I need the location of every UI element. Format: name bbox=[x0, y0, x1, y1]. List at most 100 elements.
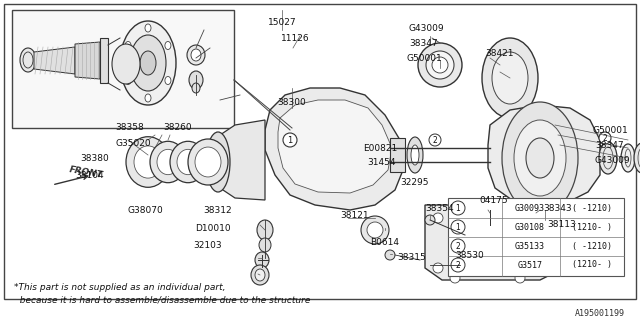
Ellipse shape bbox=[255, 252, 269, 268]
Text: 38354: 38354 bbox=[426, 204, 454, 212]
Text: 38104: 38104 bbox=[76, 171, 104, 180]
Text: 38315: 38315 bbox=[397, 253, 426, 262]
Text: 38421: 38421 bbox=[486, 49, 515, 58]
Text: 11126: 11126 bbox=[281, 34, 309, 43]
Text: G50001: G50001 bbox=[592, 125, 628, 134]
Ellipse shape bbox=[451, 239, 465, 253]
Polygon shape bbox=[265, 88, 405, 210]
Text: *This part is not supplied as an individual part,: *This part is not supplied as an individ… bbox=[14, 283, 225, 292]
Ellipse shape bbox=[20, 48, 36, 72]
Text: 04175: 04175 bbox=[480, 196, 508, 204]
Ellipse shape bbox=[191, 49, 201, 61]
Ellipse shape bbox=[492, 52, 528, 104]
Ellipse shape bbox=[257, 220, 273, 240]
Ellipse shape bbox=[515, 273, 525, 283]
Text: 38121: 38121 bbox=[340, 211, 369, 220]
Ellipse shape bbox=[540, 210, 550, 220]
Text: 38347: 38347 bbox=[410, 38, 438, 47]
Ellipse shape bbox=[385, 250, 395, 260]
Ellipse shape bbox=[482, 38, 538, 118]
Ellipse shape bbox=[367, 222, 383, 238]
Ellipse shape bbox=[451, 258, 465, 272]
Ellipse shape bbox=[502, 102, 578, 214]
Ellipse shape bbox=[125, 42, 131, 50]
Text: 1: 1 bbox=[456, 204, 460, 212]
Ellipse shape bbox=[407, 137, 423, 173]
Ellipse shape bbox=[206, 132, 230, 192]
Polygon shape bbox=[425, 205, 565, 280]
Ellipse shape bbox=[251, 265, 269, 285]
Ellipse shape bbox=[418, 43, 462, 87]
Text: 2: 2 bbox=[456, 242, 460, 251]
Text: 38380: 38380 bbox=[81, 154, 109, 163]
Text: 32295: 32295 bbox=[401, 178, 429, 187]
Ellipse shape bbox=[130, 35, 166, 91]
Ellipse shape bbox=[112, 44, 140, 84]
Ellipse shape bbox=[165, 42, 171, 50]
Text: 38343: 38343 bbox=[544, 204, 572, 212]
Ellipse shape bbox=[514, 120, 566, 196]
Ellipse shape bbox=[187, 45, 205, 65]
Text: because it is hard to assemble/disassemble due to the structure: because it is hard to assemble/disassemb… bbox=[14, 295, 310, 305]
Text: 2: 2 bbox=[456, 260, 460, 269]
Text: 31454: 31454 bbox=[368, 157, 396, 166]
Ellipse shape bbox=[150, 141, 186, 183]
Polygon shape bbox=[278, 100, 392, 193]
Text: 38113: 38113 bbox=[548, 220, 577, 228]
Text: 38300: 38300 bbox=[278, 98, 307, 107]
Text: 15027: 15027 bbox=[268, 18, 296, 27]
Ellipse shape bbox=[157, 149, 179, 175]
Text: A195001199: A195001199 bbox=[575, 308, 625, 317]
Ellipse shape bbox=[145, 94, 151, 102]
Text: (1210- ): (1210- ) bbox=[572, 260, 612, 269]
Ellipse shape bbox=[134, 146, 162, 178]
Polygon shape bbox=[34, 47, 75, 74]
Text: B0614: B0614 bbox=[371, 237, 399, 246]
Ellipse shape bbox=[189, 71, 203, 89]
Text: 38260: 38260 bbox=[164, 123, 192, 132]
Text: G50001: G50001 bbox=[406, 53, 442, 62]
Ellipse shape bbox=[545, 245, 555, 255]
Polygon shape bbox=[488, 105, 600, 205]
Ellipse shape bbox=[621, 144, 635, 172]
Ellipse shape bbox=[634, 143, 640, 173]
Text: 32103: 32103 bbox=[194, 241, 222, 250]
Text: G43009: G43009 bbox=[594, 156, 630, 164]
Bar bbox=[448, 198, 624, 276]
Ellipse shape bbox=[145, 24, 151, 32]
Text: ( -1210): ( -1210) bbox=[572, 242, 612, 251]
Text: 38358: 38358 bbox=[116, 123, 145, 132]
Text: G30108: G30108 bbox=[515, 222, 545, 231]
Polygon shape bbox=[75, 42, 100, 79]
Ellipse shape bbox=[165, 76, 171, 84]
Ellipse shape bbox=[140, 51, 156, 75]
Ellipse shape bbox=[450, 273, 460, 283]
Polygon shape bbox=[390, 138, 405, 172]
Ellipse shape bbox=[433, 263, 443, 273]
Ellipse shape bbox=[426, 51, 454, 79]
Ellipse shape bbox=[483, 207, 497, 223]
Ellipse shape bbox=[126, 137, 170, 187]
Text: 1: 1 bbox=[287, 135, 292, 145]
Text: 38530: 38530 bbox=[456, 251, 484, 260]
Polygon shape bbox=[100, 38, 108, 83]
Text: D10010: D10010 bbox=[195, 223, 231, 233]
Text: G43009: G43009 bbox=[408, 23, 444, 33]
Text: 2: 2 bbox=[433, 135, 437, 145]
Ellipse shape bbox=[188, 139, 228, 185]
Ellipse shape bbox=[195, 147, 221, 177]
Text: 2: 2 bbox=[603, 133, 607, 142]
Ellipse shape bbox=[433, 213, 443, 223]
Text: E00821: E00821 bbox=[363, 143, 397, 153]
Text: G35020: G35020 bbox=[115, 139, 151, 148]
Text: 1: 1 bbox=[456, 222, 460, 231]
Text: ( -1210): ( -1210) bbox=[572, 204, 612, 212]
Ellipse shape bbox=[170, 141, 206, 183]
Ellipse shape bbox=[192, 83, 200, 93]
Text: G35133: G35133 bbox=[515, 242, 545, 251]
Ellipse shape bbox=[255, 269, 265, 281]
Ellipse shape bbox=[451, 220, 465, 234]
Text: G3517: G3517 bbox=[518, 260, 543, 269]
Polygon shape bbox=[218, 120, 265, 200]
Text: 38312: 38312 bbox=[204, 205, 232, 214]
